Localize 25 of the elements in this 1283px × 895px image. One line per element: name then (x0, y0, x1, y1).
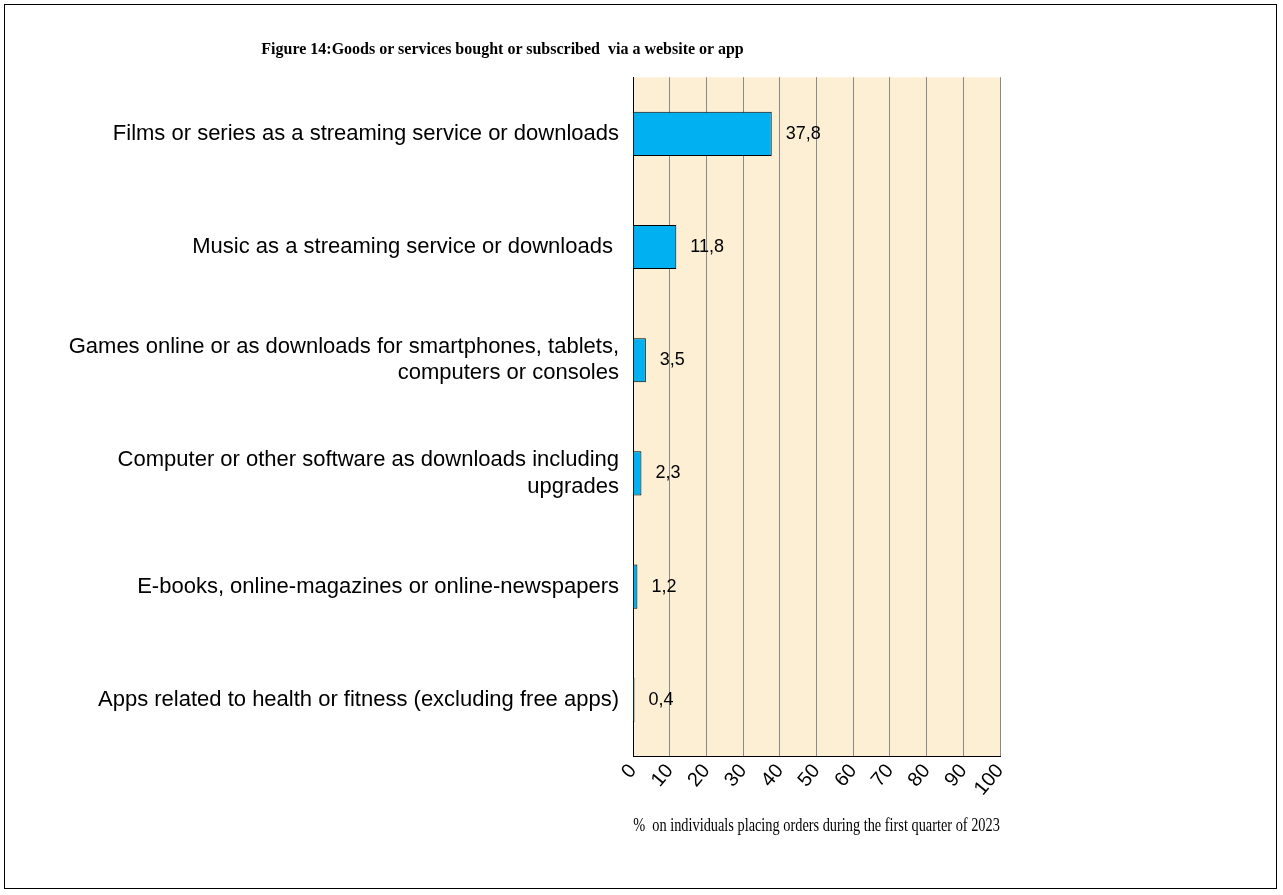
y-tick-label: Games online or as downloads for smartphones, tablets, computers or consoles (68, 333, 619, 385)
x-tick-label: 70 (866, 759, 898, 791)
x-tick-label: 60 (829, 759, 861, 791)
data-label: 3,5 (659, 349, 685, 370)
y-tick-label: E-books, online-magazines or online-newspapers (137, 572, 619, 598)
x-tick-label: 30 (719, 759, 751, 791)
data-label: 11,8 (690, 235, 725, 256)
x-tick-label: 90 (939, 759, 971, 791)
x-tick-label: 0 (616, 759, 641, 782)
x-tick-label: 80 (902, 759, 934, 791)
x-tick-label: 100 (969, 759, 1008, 799)
data-label: 1,2 (651, 575, 677, 596)
x-tick-label: 20 (682, 759, 714, 791)
x-tick-label: 50 (792, 759, 824, 791)
data-label: 2,3 (655, 462, 681, 483)
y-tick-label: Apps related to health or fitness (excluding free apps) (98, 685, 619, 711)
y-tick-label: Music as a streaming service or downloads (192, 233, 619, 259)
x-axis-title: % on individuals placing orders during the first quarter of 2023 (633, 815, 1000, 836)
data-label: 0,4 (648, 688, 674, 709)
y-tick-label: Computer or other software as downloads including upgrades (117, 446, 619, 498)
y-tick-label: Films or series as a streaming service or downloads (112, 119, 619, 145)
x-tick-label: 10 (645, 759, 677, 791)
x-tick-label: 40 (755, 759, 788, 791)
text: Figure 14:Goods or services bought or subscribed via a website or app (261, 39, 744, 58)
data-label: 37,8 (785, 122, 821, 143)
